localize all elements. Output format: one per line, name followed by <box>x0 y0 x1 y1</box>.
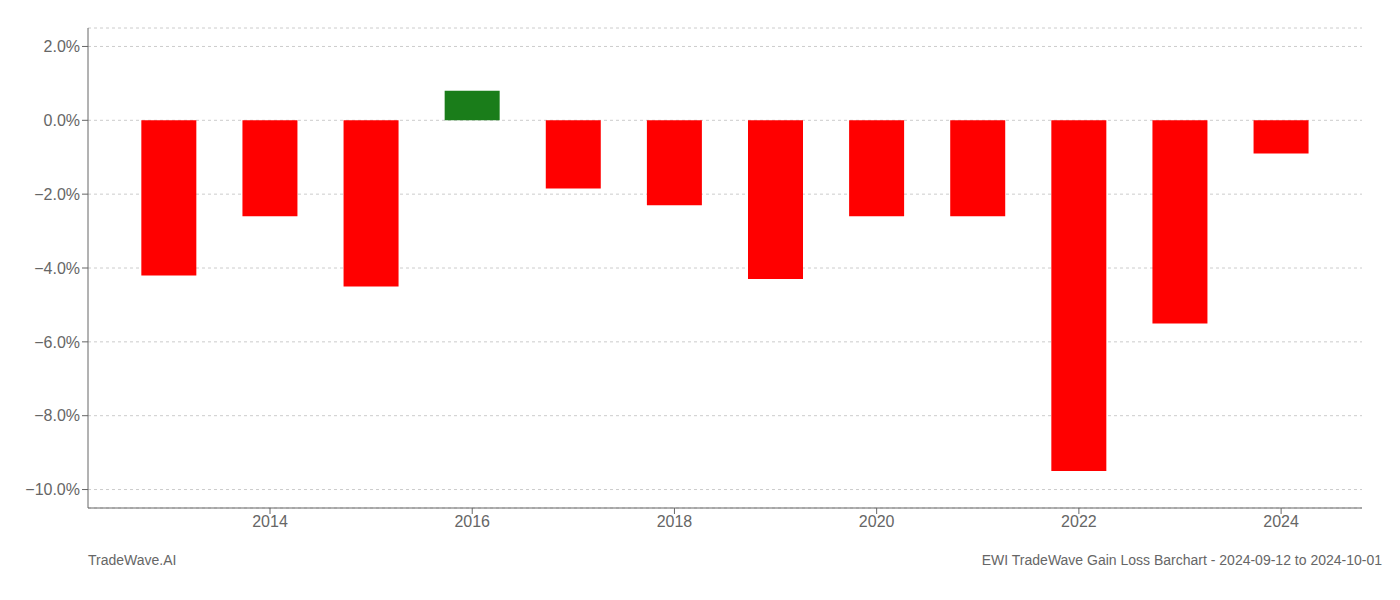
svg-text:2020: 2020 <box>859 513 895 530</box>
svg-text:2.0%: 2.0% <box>44 38 80 55</box>
svg-text:−4.0%: −4.0% <box>34 260 80 277</box>
svg-text:2014: 2014 <box>252 513 288 530</box>
svg-text:−10.0%: −10.0% <box>25 481 80 498</box>
svg-text:0.0%: 0.0% <box>44 112 80 129</box>
html-text:EWI TradeWave Gain Loss Barcha: EWI TradeWave Gain Loss Barchart - 2024-… <box>981 552 1382 568</box>
svg-text:−8.0%: −8.0% <box>34 407 80 424</box>
svg-text:2016: 2016 <box>454 513 490 530</box>
svg-text:−6.0%: −6.0% <box>34 334 80 351</box>
svg-text:−2.0%: −2.0% <box>34 186 80 203</box>
svg-text:2024: 2024 <box>1263 513 1299 530</box>
svg-text:2018: 2018 <box>657 513 693 530</box>
html-text:TradeWave.AI: TradeWave.AI <box>88 552 177 568</box>
svg-text:2022: 2022 <box>1061 513 1097 530</box>
